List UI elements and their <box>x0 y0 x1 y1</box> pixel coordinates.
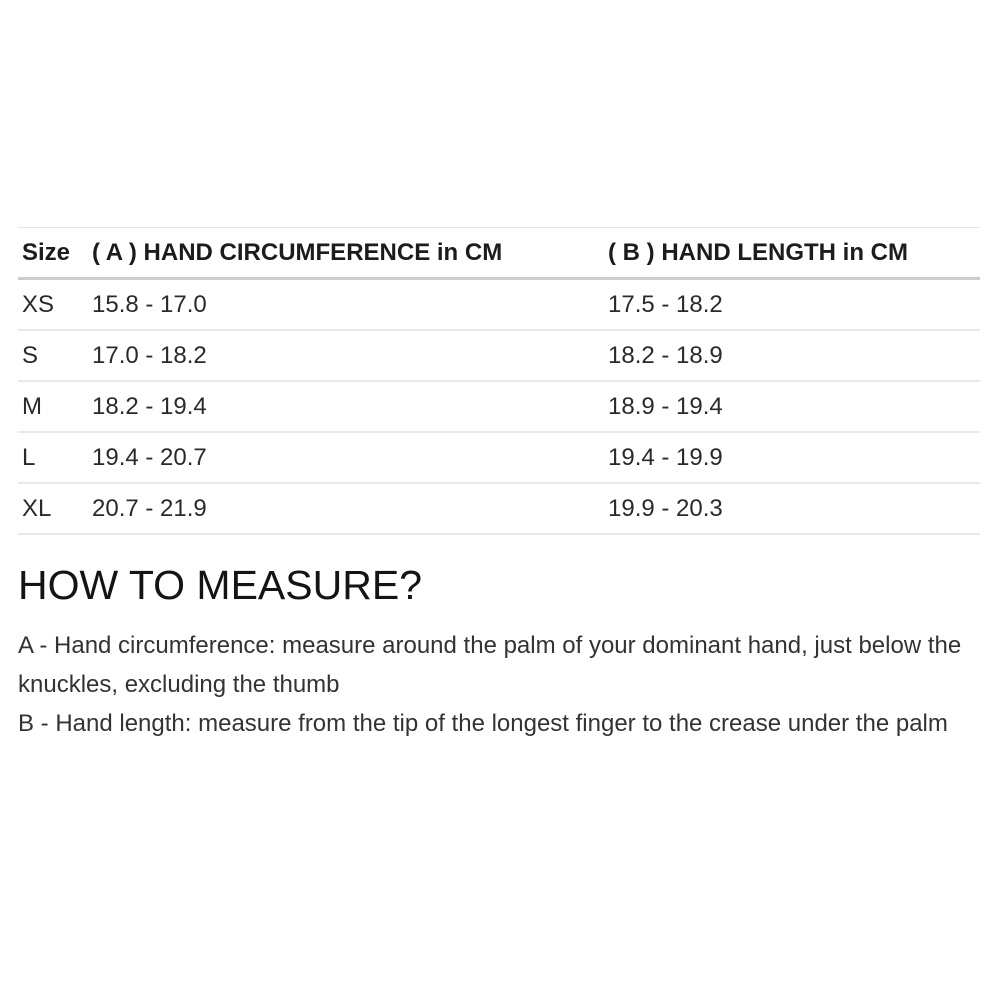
size-cell: S <box>18 330 88 382</box>
table-row-xl: XL 20.7 - 21.9 19.9 - 20.3 <box>18 483 980 535</box>
length-cell: 19.9 - 20.3 <box>604 483 980 535</box>
table-header-length: ( B ) HAND LENGTH in CM <box>604 227 980 280</box>
measuring-instructions: A - Hand circumference: measure around t… <box>18 626 985 743</box>
how-to-measure-heading: HOW TO MEASURE? <box>18 562 422 608</box>
table-header-circumference: ( A ) HAND CIRCUMFERENCE in CM <box>88 227 604 280</box>
circumference-cell: 15.8 - 17.0 <box>88 278 604 331</box>
size-cell: L <box>18 432 88 484</box>
size-cell: M <box>18 381 88 433</box>
length-cell: 18.9 - 19.4 <box>604 381 980 433</box>
circumference-cell: 18.2 - 19.4 <box>88 381 604 433</box>
length-cell: 18.2 - 18.9 <box>604 330 980 382</box>
table-row-xs: XS 15.8 - 17.0 17.5 - 18.2 <box>18 278 980 331</box>
circumference-cell: 20.7 - 21.9 <box>88 483 604 535</box>
size-guide-section: Size ( A ) HAND CIRCUMFERENCE in CM ( B … <box>18 227 985 743</box>
size-cell: XL <box>18 483 88 535</box>
size-chart-table: Size ( A ) HAND CIRCUMFERENCE in CM ( B … <box>18 227 980 535</box>
table-row-m: M 18.2 - 19.4 18.9 - 19.4 <box>18 381 980 433</box>
table-header-row: Size ( A ) HAND CIRCUMFERENCE in CM ( B … <box>18 227 980 280</box>
table-header-size: Size <box>18 227 88 280</box>
instruction-hand-length: B - Hand length: measure from the tip of… <box>18 710 948 738</box>
length-cell: 19.4 - 19.9 <box>604 432 980 484</box>
size-cell: XS <box>18 278 88 331</box>
instruction-hand-circumference: A - Hand circumference: measure around t… <box>18 632 962 699</box>
table-row-s: S 17.0 - 18.2 18.2 - 18.9 <box>18 330 980 382</box>
table-row-l: L 19.4 - 20.7 19.4 - 19.9 <box>18 432 980 484</box>
length-cell: 17.5 - 18.2 <box>604 278 980 331</box>
circumference-cell: 19.4 - 20.7 <box>88 432 604 484</box>
circumference-cell: 17.0 - 18.2 <box>88 330 604 382</box>
